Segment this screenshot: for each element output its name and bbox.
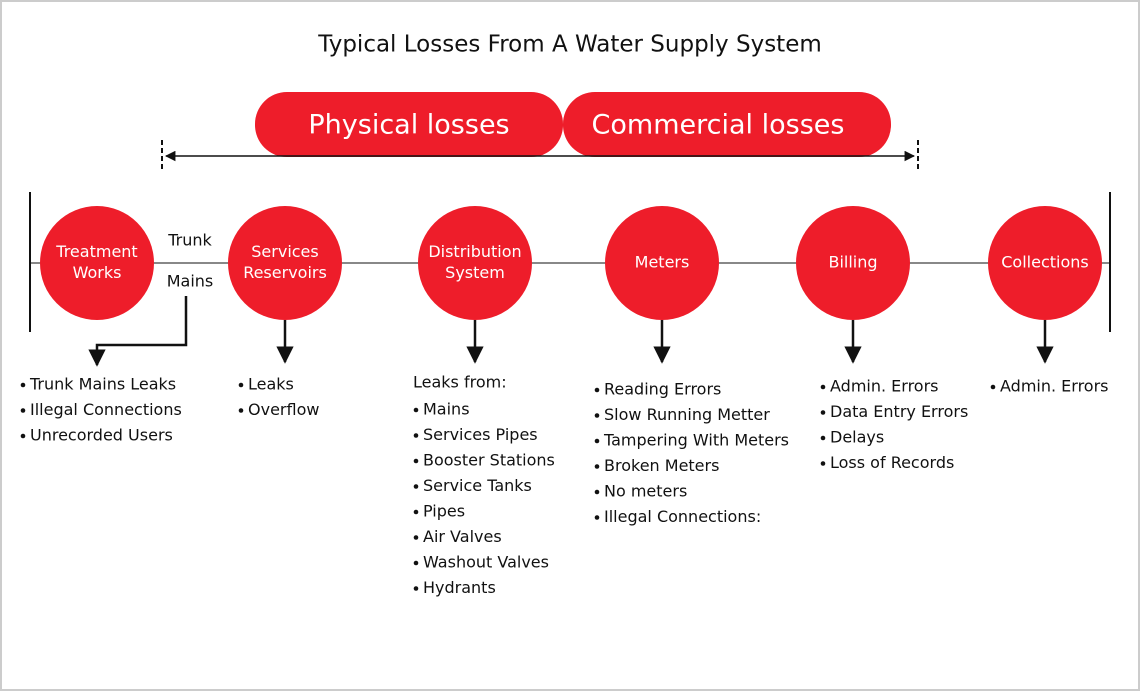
loss-item: Services Pipes bbox=[423, 425, 538, 444]
bullet bbox=[594, 413, 600, 418]
loss-item: Mains bbox=[423, 400, 470, 419]
loss-item: Admin. Errors bbox=[1000, 377, 1109, 396]
bullet bbox=[238, 382, 244, 388]
bullet bbox=[594, 464, 600, 469]
node-label: Treatment bbox=[55, 242, 137, 261]
loss-item: Service Tanks bbox=[423, 476, 532, 495]
node-label: Reservoirs bbox=[243, 263, 327, 282]
node bbox=[605, 206, 719, 320]
banner bbox=[563, 92, 891, 157]
connector-label: Mains bbox=[167, 272, 214, 291]
loss-item: Admin. Errors bbox=[830, 377, 939, 396]
bullet bbox=[413, 484, 419, 489]
bullet bbox=[820, 384, 826, 390]
loss-item: Illegal Connections bbox=[30, 400, 182, 419]
banner-label: Commercial losses bbox=[592, 110, 845, 141]
node-label: Meters bbox=[635, 253, 690, 272]
bullet bbox=[594, 489, 600, 495]
bullet bbox=[413, 535, 419, 540]
node-label: Collections bbox=[1001, 253, 1088, 272]
bullet bbox=[238, 408, 244, 413]
node bbox=[228, 206, 342, 320]
loss-item: Washout Valves bbox=[423, 553, 549, 572]
bullet bbox=[413, 586, 419, 591]
loss-item: No meters bbox=[604, 482, 687, 501]
loss-item: Loss of Records bbox=[830, 453, 954, 472]
node bbox=[418, 206, 532, 320]
loss-item: Illegal Connections: bbox=[604, 507, 761, 526]
bullet bbox=[413, 433, 419, 438]
node bbox=[988, 206, 1102, 320]
loss-item: Pipes bbox=[423, 502, 465, 521]
loss-item: Leaks bbox=[248, 375, 294, 394]
banner-label: Physical losses bbox=[308, 110, 509, 141]
loss-item: Booster Stations bbox=[423, 451, 555, 470]
bullet bbox=[594, 387, 600, 393]
bullet bbox=[990, 384, 996, 390]
bullet bbox=[413, 560, 419, 566]
bullet bbox=[413, 407, 419, 413]
loss-item: Tampering With Meters bbox=[603, 431, 789, 450]
node-label: Services bbox=[251, 242, 318, 261]
banner bbox=[255, 92, 563, 157]
bullet bbox=[20, 408, 26, 413]
loss-item: Hydrants bbox=[423, 578, 496, 597]
title: Typical Losses From A Water Supply Syste… bbox=[317, 32, 822, 58]
node bbox=[796, 206, 910, 320]
bullet bbox=[594, 438, 600, 444]
connector-label: Trunk bbox=[167, 231, 212, 250]
bullet bbox=[20, 382, 26, 388]
node-label: Works bbox=[73, 263, 122, 282]
loss-item: Air Valves bbox=[423, 527, 502, 546]
bullet bbox=[820, 461, 826, 466]
bullet bbox=[20, 433, 26, 439]
loss-item: Data Entry Errors bbox=[830, 402, 968, 421]
loss-heading: Leaks from: bbox=[413, 373, 507, 392]
loss-item: Trunk Mains Leaks bbox=[29, 375, 176, 394]
bullet bbox=[413, 458, 419, 464]
node bbox=[40, 206, 154, 320]
loss-item: Overflow bbox=[248, 400, 319, 419]
bullet bbox=[413, 509, 419, 515]
loss-arrow bbox=[88, 296, 188, 367]
node-label: System bbox=[445, 263, 505, 282]
node-label: Distribution bbox=[428, 242, 521, 261]
node-label: Billing bbox=[828, 253, 877, 272]
loss-item: Slow Running Metter bbox=[604, 405, 770, 424]
loss-item: Unrecorded Users bbox=[30, 426, 173, 445]
loss-item: Broken Meters bbox=[604, 456, 719, 475]
loss-item: Delays bbox=[830, 428, 884, 447]
loss-item: Reading Errors bbox=[604, 380, 721, 399]
bullet bbox=[820, 410, 826, 415]
bullet bbox=[594, 515, 600, 520]
bullet bbox=[820, 435, 826, 441]
